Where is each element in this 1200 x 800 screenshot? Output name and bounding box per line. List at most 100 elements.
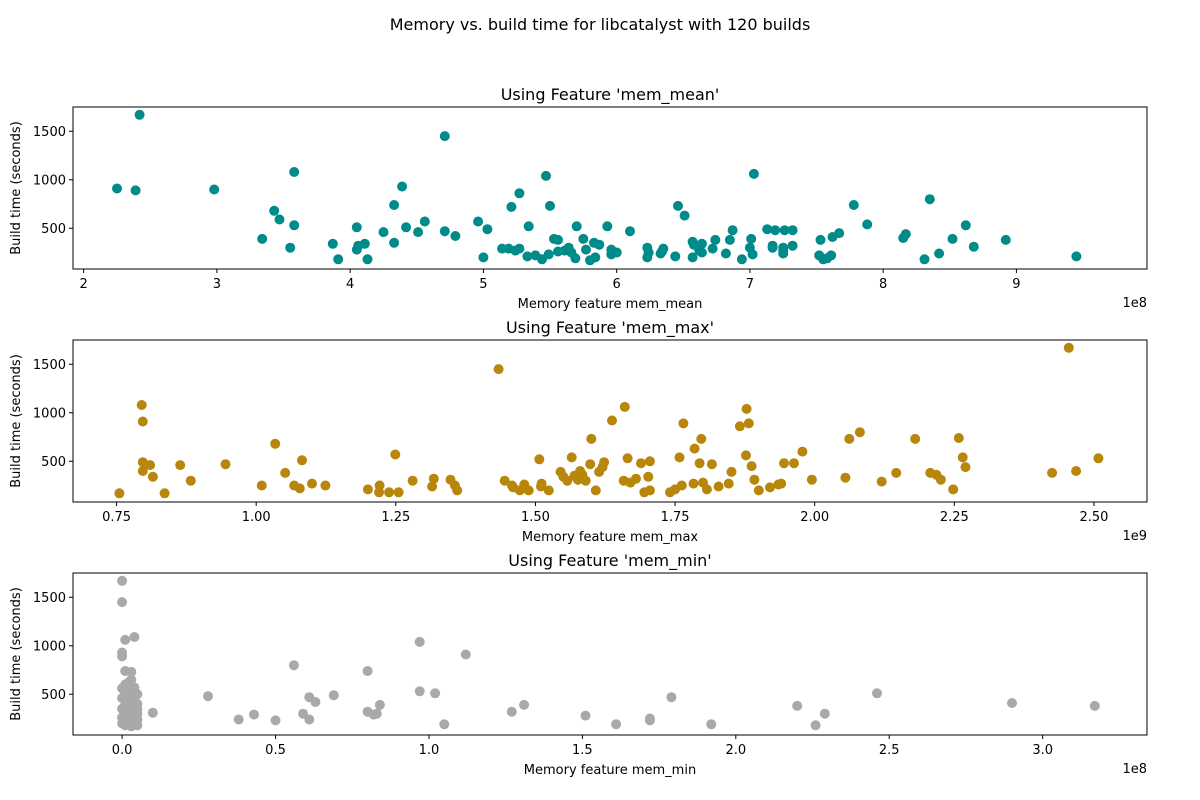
data-point — [136, 400, 147, 410]
data-point — [810, 720, 821, 731]
data-point — [137, 466, 148, 476]
data-point — [586, 433, 597, 444]
data-point — [679, 210, 690, 221]
data-point — [499, 475, 510, 486]
data-point — [270, 438, 281, 449]
data-point — [328, 690, 339, 701]
data-point — [134, 109, 145, 120]
data-point — [900, 229, 911, 240]
data-point — [797, 446, 808, 457]
data-point — [257, 233, 268, 244]
data-point — [351, 222, 362, 233]
data-point — [220, 459, 231, 470]
data-point — [384, 487, 395, 498]
data-point — [578, 233, 589, 244]
x-tick-label: 4 — [346, 277, 354, 292]
data-point — [506, 706, 517, 717]
data-point — [389, 237, 400, 248]
data-point — [670, 251, 681, 262]
data-point — [935, 474, 946, 485]
data-point — [787, 225, 798, 236]
data-point — [815, 234, 826, 245]
subplot-2: Using Feature 'mem_max' 0.75 1.00 1.25 1.50 1… — [9, 318, 1148, 545]
axes-frame — [72, 106, 1148, 270]
data-point — [175, 460, 186, 471]
data-point — [371, 708, 382, 719]
data-point — [536, 481, 546, 492]
data-point — [726, 466, 737, 477]
data-point — [792, 700, 803, 711]
x-tick-label: 6 — [613, 277, 621, 292]
y-tick-label: 500 — [41, 222, 66, 237]
data-point — [543, 485, 554, 496]
data-point — [789, 458, 799, 469]
data-point — [374, 480, 385, 491]
data-point — [910, 433, 921, 444]
x-tick-label: 1.00 — [242, 510, 271, 525]
data-point — [602, 221, 613, 232]
x-tick-label: 7 — [746, 277, 754, 292]
data-point — [819, 708, 830, 719]
data-point — [289, 220, 300, 231]
axes-frame — [72, 572, 1148, 736]
scatter-series — [112, 109, 1082, 266]
data-point — [1047, 467, 1058, 478]
data-point — [746, 461, 757, 472]
data-point — [478, 252, 489, 263]
data-point — [362, 484, 373, 495]
data-point — [1089, 700, 1100, 711]
y-axis-label: Build time (seconds) — [9, 121, 24, 255]
data-point — [673, 200, 683, 211]
data-point — [919, 254, 930, 265]
data-point — [450, 231, 461, 241]
data-point — [320, 480, 331, 491]
data-point — [658, 243, 669, 254]
data-point — [767, 242, 778, 253]
data-point — [957, 452, 968, 463]
data-point — [120, 634, 131, 645]
data-point — [724, 234, 735, 245]
data-point — [619, 401, 630, 412]
data-point — [934, 248, 945, 259]
data-point — [493, 364, 504, 375]
data-point — [452, 485, 463, 496]
data-point — [117, 597, 128, 608]
data-point — [960, 220, 971, 231]
data-point — [233, 714, 244, 725]
y-tick-label: 1500 — [33, 358, 66, 373]
data-point — [209, 184, 220, 195]
data-point — [393, 487, 404, 498]
data-point — [720, 248, 731, 259]
data-point — [390, 449, 401, 460]
data-point — [701, 484, 712, 495]
x-tick-label: 5 — [479, 277, 487, 292]
data-point — [706, 459, 717, 470]
data-point — [746, 233, 757, 244]
data-point — [523, 221, 534, 232]
x-tick-label: 2.5 — [879, 743, 900, 758]
data-point — [727, 225, 738, 236]
data-point — [378, 227, 389, 238]
data-point — [891, 467, 902, 478]
data-point — [741, 403, 752, 414]
data-point — [876, 476, 887, 487]
data-point — [506, 201, 517, 212]
data-point — [307, 478, 317, 489]
data-point — [147, 707, 158, 718]
axes-frame — [72, 339, 1148, 503]
x-offset-label: 1e8 — [1122, 762, 1147, 777]
data-point — [117, 651, 128, 662]
data-point — [840, 472, 851, 483]
data-point — [413, 227, 424, 238]
data-point — [787, 240, 798, 251]
data-point — [854, 427, 865, 438]
y-tick-label: 500 — [41, 455, 66, 470]
data-point — [566, 452, 577, 463]
data-point — [414, 686, 425, 697]
x-tick-label: 1.0 — [419, 743, 440, 758]
x-tick-label: 1.5 — [572, 743, 593, 758]
data-point — [249, 709, 259, 720]
data-point — [948, 484, 959, 495]
data-point — [359, 238, 370, 249]
